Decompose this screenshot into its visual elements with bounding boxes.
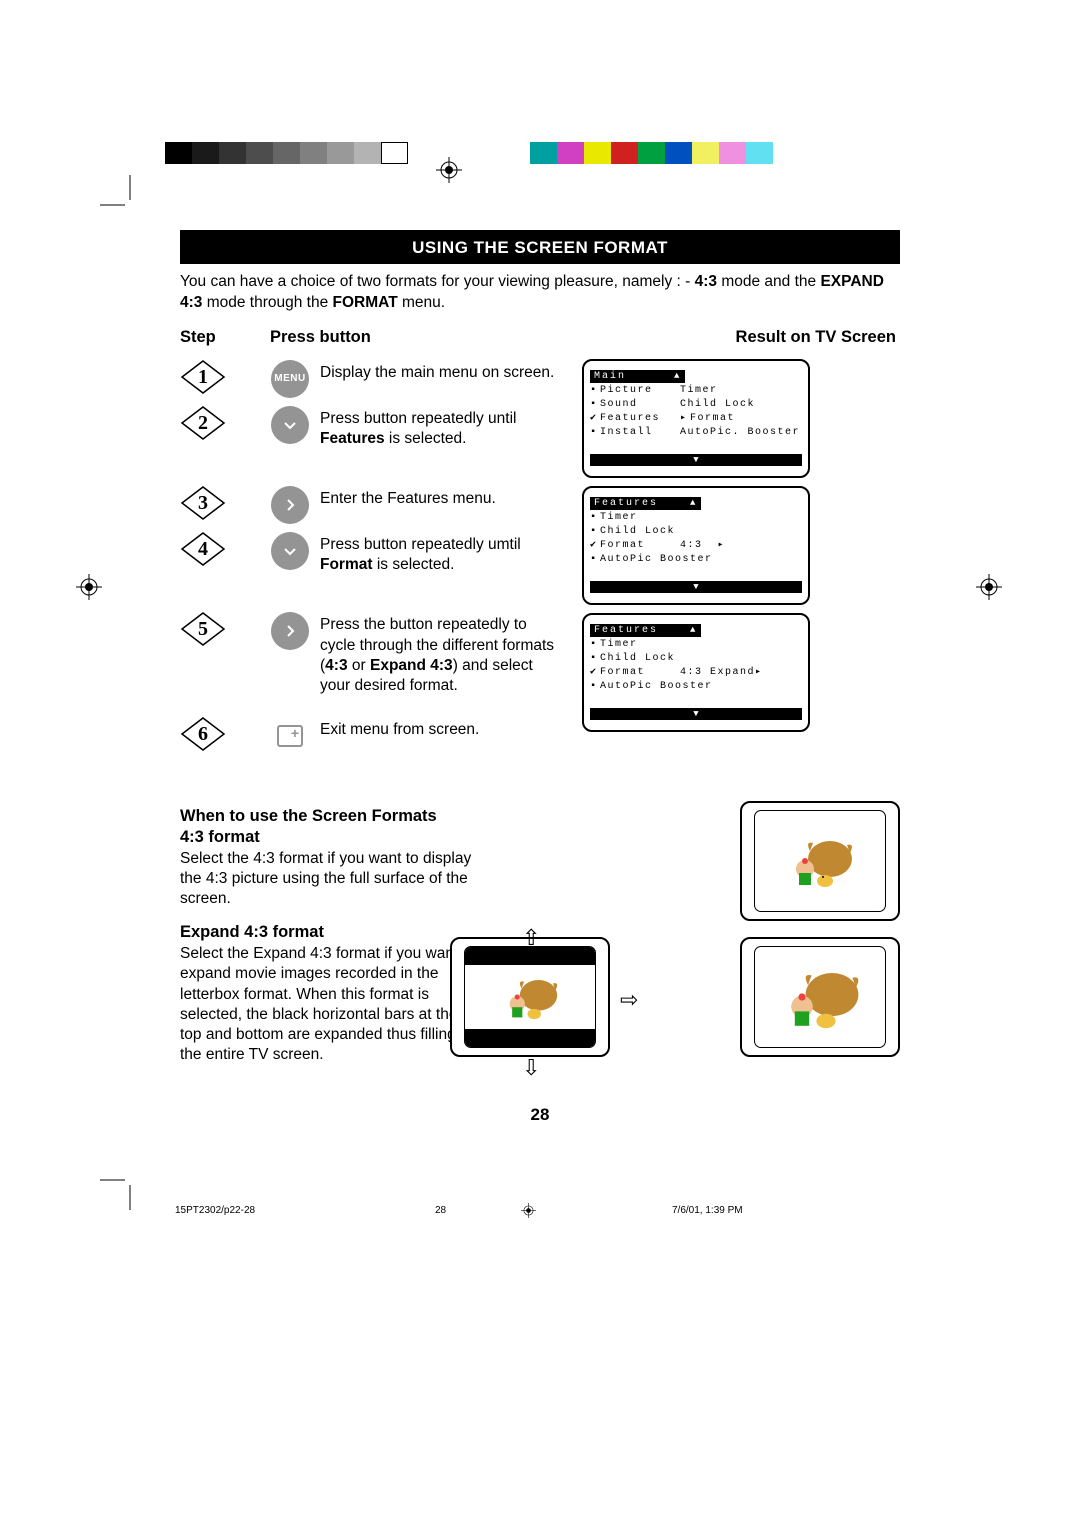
format-43-heading: 4:3 format xyxy=(180,828,480,847)
up-arrow-icon: ⇧ xyxy=(522,925,540,951)
exit-button-icon xyxy=(270,716,310,756)
svg-text:4: 4 xyxy=(198,538,208,560)
down-arrow-icon: ⇩ xyxy=(522,1055,540,1081)
print-footer: 15PT2302/p22-28 28 7/6/01, 1:39 PM xyxy=(175,1203,895,1218)
steps-area: 1 MENU Display the main menu on screen. … xyxy=(180,359,900,799)
format-43-text: Select the 4:3 format if you want to dis… xyxy=(180,849,480,909)
step-number-diamond: 4 xyxy=(180,531,226,567)
step-text: Exit menu from screen. xyxy=(320,716,479,740)
crop-mark-icon xyxy=(100,1170,140,1210)
step-text: Press button repeatedly umtil Format is … xyxy=(320,531,560,575)
right-arrow-icon: ⇨ xyxy=(620,987,638,1013)
tv-illustration-43 xyxy=(740,801,900,921)
tv-result-column: Main ▲ ▪PictureTimer ▪SoundChild Lock ✔F… xyxy=(582,359,810,740)
column-headers: Step Press button Result on TV Screen xyxy=(180,328,900,347)
right-arrow-button-icon xyxy=(270,485,310,525)
step-text: Enter the Features menu. xyxy=(320,485,496,509)
step-number-diamond: 1 xyxy=(180,359,226,395)
section-header: USING THE SCREEN FORMAT xyxy=(180,230,900,264)
tv-illustration-letterbox xyxy=(450,937,610,1057)
step-number-diamond: 3 xyxy=(180,485,226,521)
step-number-diamond: 5 xyxy=(180,611,226,647)
section-title: USING THE SCREEN FORMAT xyxy=(412,238,668,257)
registration-mark-icon xyxy=(521,1203,536,1218)
footer-doc-id: 15PT2302/p22-28 xyxy=(175,1205,435,1216)
col-step: Step xyxy=(180,328,270,347)
tv-illustration-expand xyxy=(740,937,900,1057)
clown-illustration-icon xyxy=(500,971,560,1022)
clown-illustration-icon xyxy=(778,961,862,1033)
step-text: Press button repeatedly until Features i… xyxy=(320,405,560,449)
when-heading: When to use the Screen Formats xyxy=(180,807,480,826)
svg-text:5: 5 xyxy=(198,618,208,640)
registration-mark-icon xyxy=(976,574,1002,600)
intro-text: You can have a choice of two formats for… xyxy=(180,272,900,314)
tv-menu-features-2: Features ▲ ▪Timer ▪Child Lock ✔Format4:3… xyxy=(582,613,810,732)
svg-text:6: 6 xyxy=(198,723,208,745)
svg-text:3: 3 xyxy=(198,492,208,514)
clown-illustration-icon xyxy=(785,831,855,891)
col-press: Press button xyxy=(270,328,540,347)
step-text: Press the button repeatedly to cycle thr… xyxy=(320,611,560,696)
svg-text:2: 2 xyxy=(198,412,208,434)
step-text: Display the main menu on screen. xyxy=(320,359,554,383)
down-arrow-button-icon xyxy=(270,405,310,445)
tv-menu-features-1: Features ▲ ▪Timer ▪Child Lock ✔Format4:3… xyxy=(582,486,810,605)
menu-button-icon: MENU xyxy=(270,359,310,399)
svg-text:1: 1 xyxy=(198,366,208,388)
registration-mark-icon xyxy=(76,574,102,600)
when-to-use-section: When to use the Screen Formats 4:3 forma… xyxy=(180,807,900,1065)
format-expand-heading: Expand 4:3 format xyxy=(180,923,480,942)
footer-datetime: 7/6/01, 1:39 PM xyxy=(542,1205,895,1216)
step-number-diamond: 2 xyxy=(180,405,226,441)
tv-menu-main: Main ▲ ▪PictureTimer ▪SoundChild Lock ✔F… xyxy=(582,359,810,478)
page-number: 28 xyxy=(130,1105,950,1125)
right-arrow-button-icon xyxy=(270,611,310,651)
down-arrow-button-icon xyxy=(270,531,310,571)
col-result: Result on TV Screen xyxy=(540,328,900,347)
format-expand-text: Select the Expand 4:3 format if you want… xyxy=(180,944,480,1065)
step-number-diamond: 6 xyxy=(180,716,226,752)
footer-page: 28 xyxy=(435,1205,515,1216)
